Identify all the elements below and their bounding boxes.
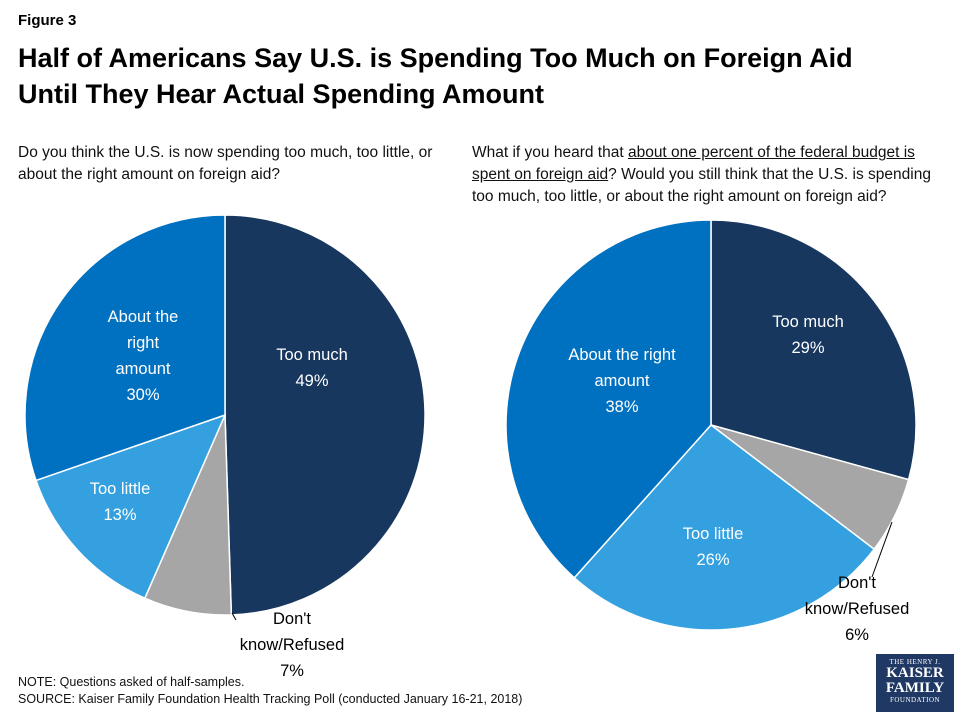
- left-question: Do you think the U.S. is now spending to…: [18, 144, 433, 183]
- logo-line-1: THE HENRY J.: [889, 658, 941, 666]
- figure-label: Figure 3: [18, 12, 77, 29]
- left-label-dont-know: Don't know/Refused 7%: [240, 610, 345, 680]
- title-line-2: Until They Hear Actual Spending Amount: [18, 79, 545, 109]
- source-text: SOURCE: Kaiser Family Foundation Health …: [18, 692, 523, 706]
- right-question-part2: ? Would you still think that the U.S. is…: [472, 166, 931, 205]
- right-label-dont-know: Don't know/Refused 6%: [805, 574, 910, 644]
- left-label-too-much: Too much 49%: [276, 346, 348, 390]
- logo-line-2b: FAMILY: [885, 680, 945, 696]
- right-question-part1: What if you heard that: [472, 144, 628, 161]
- left-slice-too-much: [224, 214, 426, 616]
- left-pie-outline: [24, 214, 426, 616]
- chart-title: Half of Americans Say U.S. is Spending T…: [18, 40, 948, 112]
- right-question-underlined: about one percent of the federal budget …: [472, 144, 915, 183]
- pie-chart-right: Too much 29% Don't know/Refused 6% Too little…: [505, 219, 917, 644]
- pie-chart-left: Too much 49% Don't know/Refused 7% Too little…: [24, 214, 426, 680]
- right-label-about-right: About the right amount 38%: [568, 346, 676, 416]
- right-pie-outline: [505, 219, 917, 631]
- right-label-too-much: Too much 29%: [772, 313, 844, 357]
- logo-line-2a: KAISER: [886, 665, 944, 681]
- footnote: NOTE: Questions asked of half-samples. S…: [18, 674, 522, 708]
- left-label-about-right: About the right amount 30%: [108, 308, 179, 404]
- note-text: NOTE: Questions asked of half-samples.: [18, 675, 245, 689]
- right-leader-line: [871, 521, 893, 578]
- right-question: What if you heard that about one percent…: [472, 142, 952, 208]
- title-line-1: Half of Americans Say U.S. is Spending T…: [18, 43, 853, 73]
- kff-logo: THE HENRY J. KAISER FAMILY FOUNDATION: [876, 654, 954, 712]
- right-label-too-little: Too little 26%: [683, 525, 744, 569]
- logo-line-3: FOUNDATION: [889, 696, 941, 704]
- left-label-too-little: Too little 13%: [90, 480, 151, 524]
- left-leader-line: [231, 612, 237, 621]
